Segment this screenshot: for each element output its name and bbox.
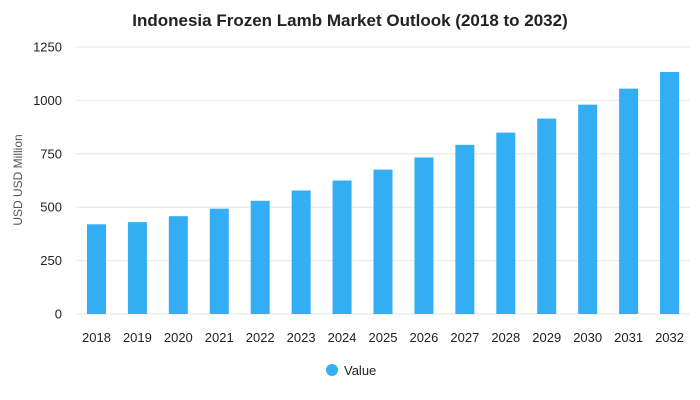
- bars: [86, 71, 680, 315]
- y-axis-ticks: 0 250 500 750 1000 1250: [33, 40, 62, 322]
- bar-2019[interactable]: [127, 222, 147, 314]
- x-tick-label: 2025: [369, 330, 398, 345]
- x-tick-label: 2029: [532, 330, 561, 345]
- bar-2018[interactable]: [86, 224, 106, 314]
- y-tick-label: 1250: [33, 40, 62, 55]
- bar-2022[interactable]: [250, 200, 270, 314]
- x-tick-label: 2028: [491, 330, 520, 345]
- y-tick-label: 250: [40, 253, 62, 268]
- x-tick-label: 2027: [450, 330, 479, 345]
- x-tick-label: 2024: [328, 330, 357, 345]
- bar-2027[interactable]: [455, 144, 475, 314]
- legend-label: Value: [344, 363, 376, 378]
- x-tick-label: 2019: [123, 330, 152, 345]
- bar-2024[interactable]: [332, 180, 352, 315]
- x-tick-label: 2022: [246, 330, 275, 345]
- y-tick-label: 750: [40, 146, 62, 161]
- bar-2032[interactable]: [660, 71, 680, 314]
- bar-2026[interactable]: [414, 157, 434, 314]
- legend[interactable]: Value: [326, 363, 376, 378]
- bar-2023[interactable]: [291, 190, 311, 314]
- y-axis-label: USD USD Million: [11, 134, 25, 225]
- x-tick-label: 2031: [614, 330, 643, 345]
- legend-swatch-icon: [326, 364, 338, 376]
- chart-title: Indonesia Frozen Lamb Market Outlook (20…: [132, 11, 568, 30]
- x-tick-label: 2023: [287, 330, 316, 345]
- bar-2021[interactable]: [209, 208, 229, 314]
- bar-2025[interactable]: [373, 169, 393, 314]
- bar-2031[interactable]: [619, 88, 639, 314]
- bar-2028[interactable]: [496, 132, 516, 314]
- x-axis-ticks: 2018 2019 2020 2021 2022 2023 2024 2025 2026 2027…: [82, 330, 684, 345]
- bar-2029[interactable]: [537, 118, 557, 314]
- x-tick-label: 2020: [164, 330, 193, 345]
- x-tick-label: 2032: [655, 330, 684, 345]
- y-tick-label: 0: [55, 307, 62, 322]
- bar-2030[interactable]: [578, 104, 598, 314]
- y-tick-label: 1000: [33, 93, 62, 108]
- bar-2020[interactable]: [168, 216, 188, 314]
- x-tick-label: 2030: [573, 330, 602, 345]
- x-tick-label: 2026: [409, 330, 438, 345]
- x-tick-label: 2021: [205, 330, 234, 345]
- x-tick-label: 2018: [82, 330, 111, 345]
- y-tick-label: 500: [40, 200, 62, 215]
